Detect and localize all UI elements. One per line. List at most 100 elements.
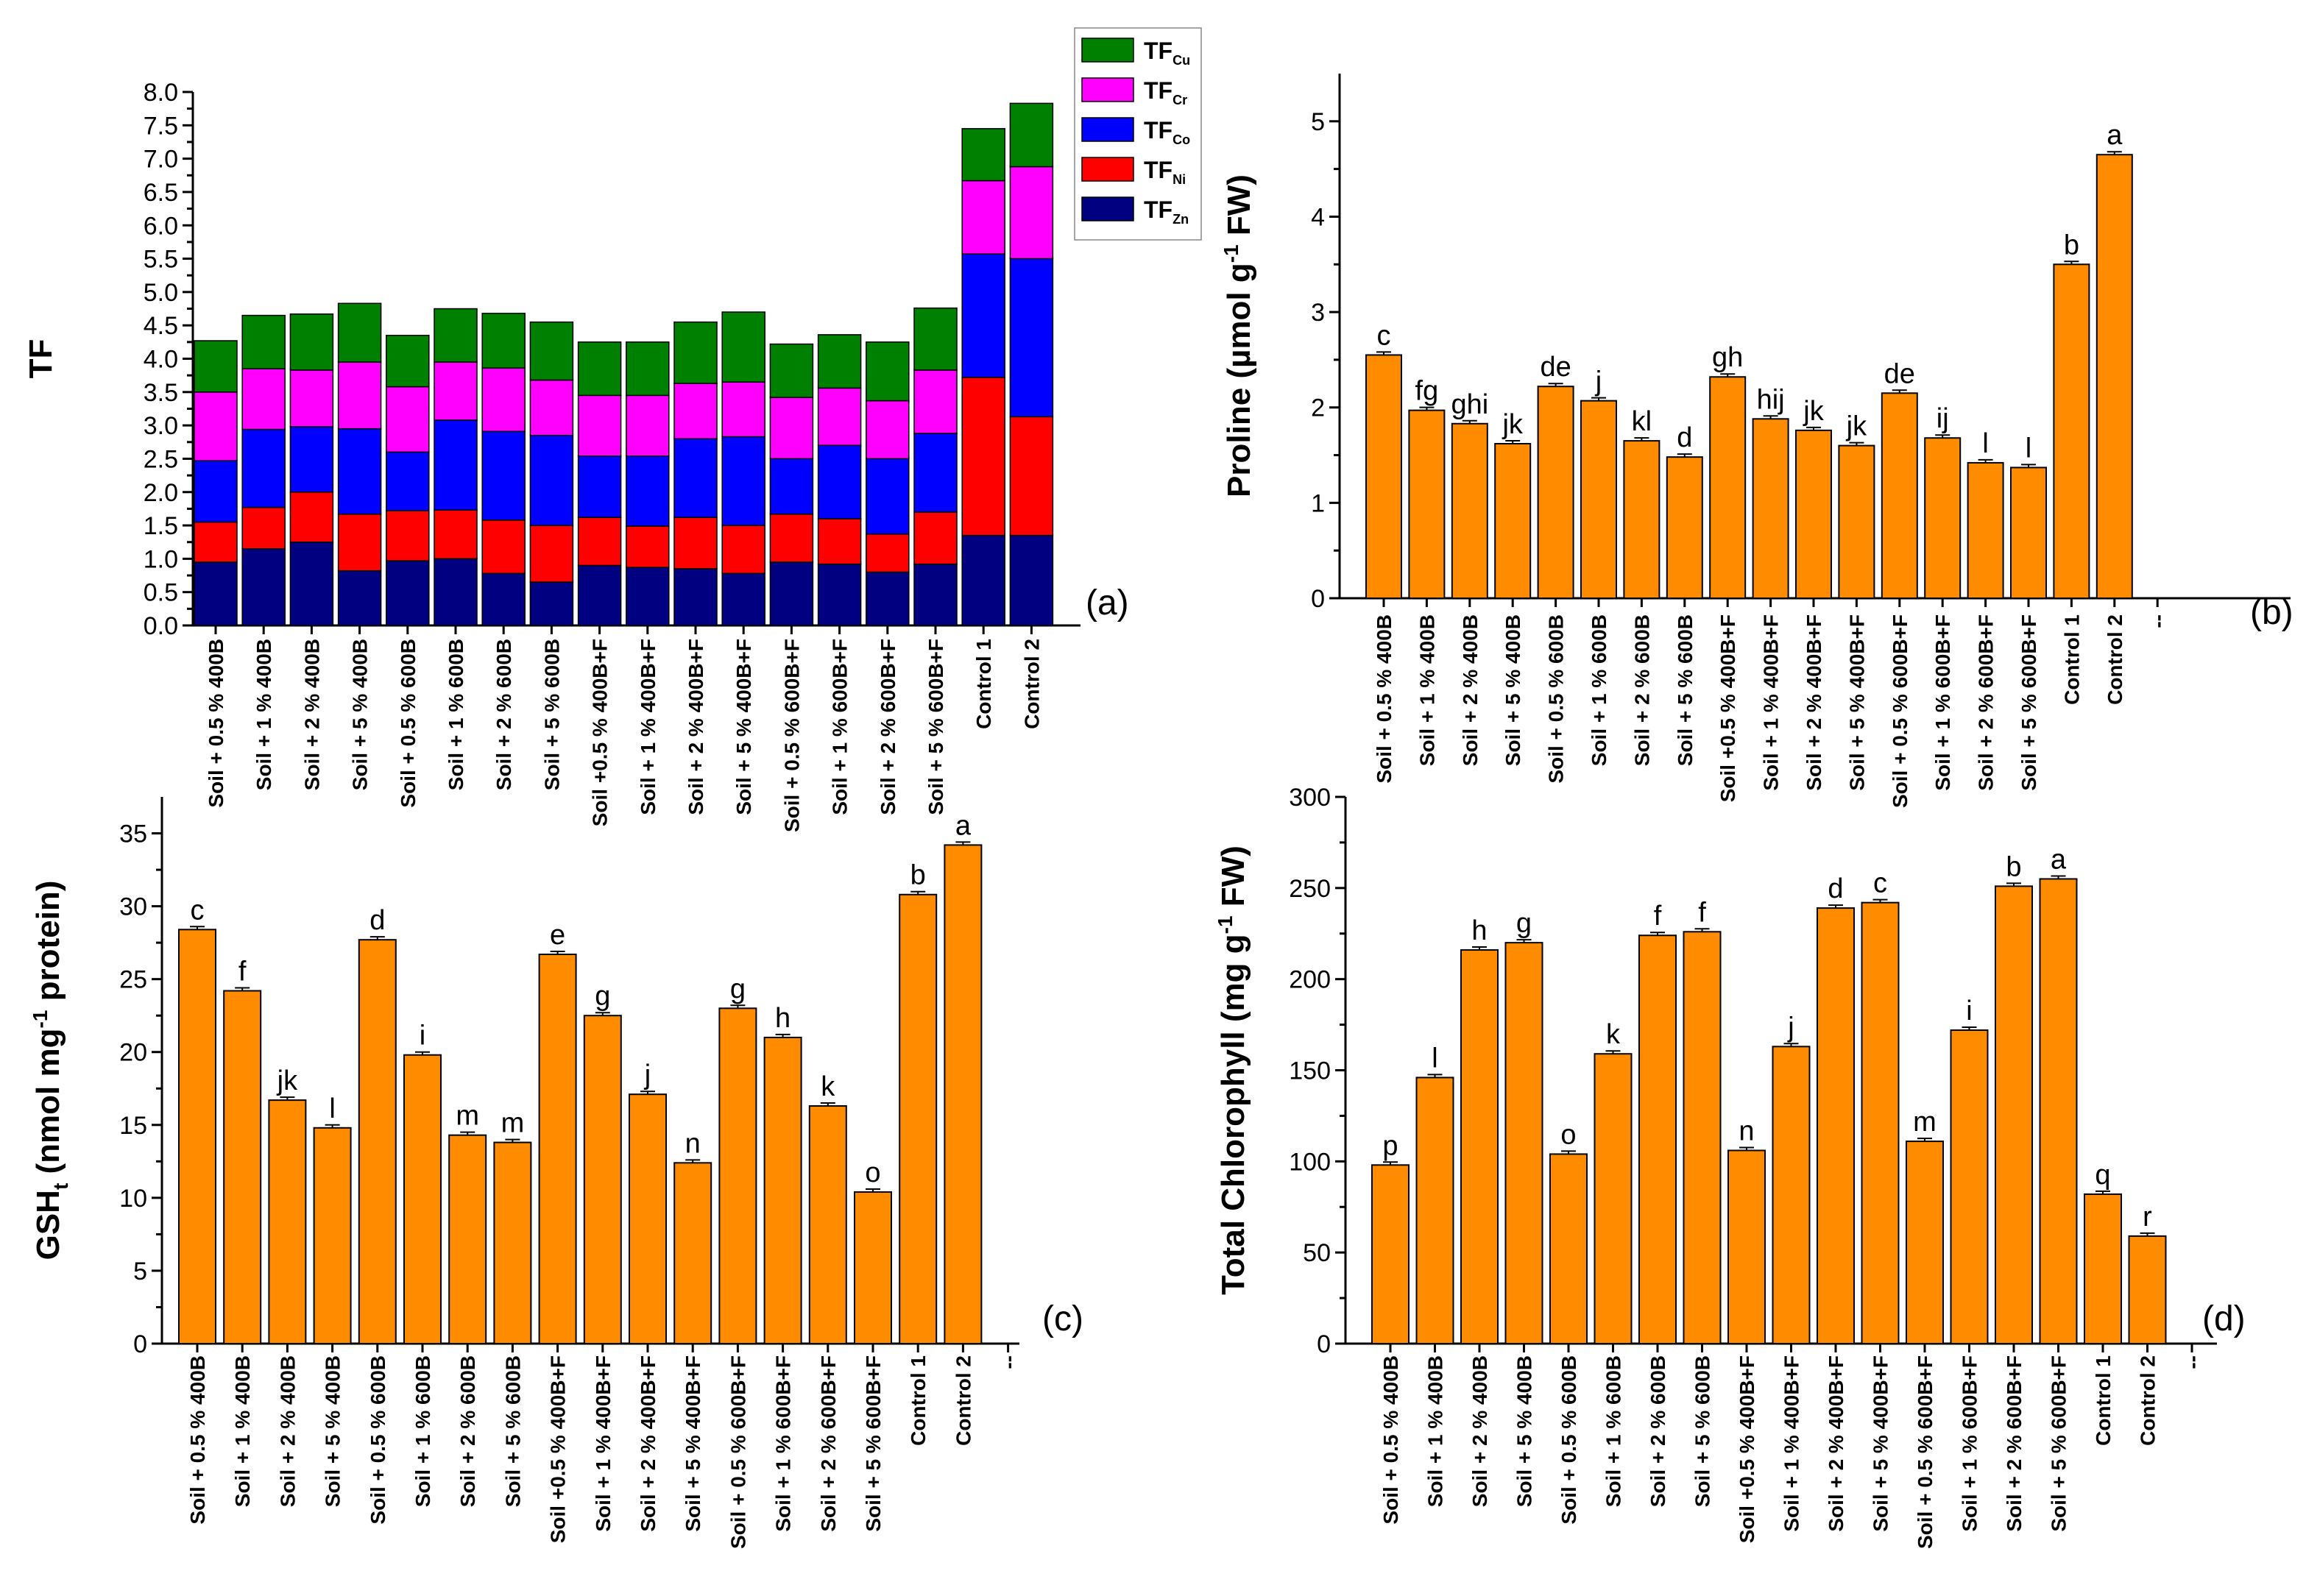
significance-letter: jk <box>1502 409 1523 440</box>
significance-letter: f <box>238 957 247 987</box>
y-tick-label: 6.0 <box>144 212 178 240</box>
significance-letter: m <box>1913 1107 1937 1138</box>
x-tick-label: Soil + 1 % 600B <box>1602 1355 1625 1507</box>
bar <box>1504 942 1543 1344</box>
bar-segment-ni <box>289 492 334 543</box>
y-tick-label: 5 <box>1311 108 1325 136</box>
y-tick-label: 7.0 <box>144 146 178 174</box>
x-tick-label: Control 2 <box>2104 614 2126 705</box>
bar-segment-ni <box>913 511 958 565</box>
x-tick-label: Soil + 5 % 600B+F <box>924 639 947 815</box>
x-tick-label: Soil + 2 % 600B <box>1647 1355 1669 1507</box>
bar <box>1623 440 1660 599</box>
bar-segment-cr <box>529 379 574 436</box>
x-tick-label: Soil + 0.5 % 600B <box>1545 614 1568 784</box>
x-tick-label: Soil + 2 % 600B+F <box>817 1355 840 1532</box>
x-tick-label: Soil + 1 % 600B <box>411 1355 434 1507</box>
x-tick-label: Soil + 1 % 400B <box>1424 1355 1447 1507</box>
bar <box>1967 461 2004 600</box>
bar <box>1365 354 1402 599</box>
bar <box>944 844 983 1345</box>
significance-letter: h <box>775 1003 791 1034</box>
bar <box>1666 456 1703 599</box>
bar-segment-cr <box>289 369 334 428</box>
significance-letter: g <box>730 973 746 1004</box>
bar <box>493 1141 532 1345</box>
x-tick-label: Soil + 1 % 400B <box>1415 614 1438 766</box>
x-tick-label: Soil + 0.5 % 400B <box>1373 614 1396 784</box>
bar-segment-cr <box>434 361 478 421</box>
bar-segment-zn <box>481 572 526 626</box>
bar-segment-ni <box>386 510 430 561</box>
bar-segment-zn <box>769 561 814 626</box>
y-tick-label: 5 <box>133 1258 147 1285</box>
bar-segment-ni <box>529 525 574 583</box>
y-tick-label: 5.0 <box>144 279 178 307</box>
bar-segment-co <box>194 460 238 523</box>
significance-letter: l <box>329 1093 335 1124</box>
bar-segment-cu <box>289 313 334 371</box>
y-tick-label: 35 <box>119 820 147 848</box>
bar-segment-cr <box>769 397 814 460</box>
significance-letter: d <box>1828 873 1843 904</box>
y-tick-label: 2.0 <box>144 479 178 507</box>
x-tick-label: Soil + 0.5 % 600B+F <box>780 639 803 832</box>
y-tick-label: 2 <box>1311 394 1325 422</box>
x-tick-label: Control 2 <box>1020 639 1043 729</box>
bar <box>1549 1153 1588 1344</box>
bar <box>2010 467 2047 600</box>
bar-segment-co <box>386 451 430 511</box>
bar-segment-zn <box>673 568 718 626</box>
bar-segment-co <box>1009 258 1054 418</box>
bar-segment-cu <box>626 341 670 397</box>
x-tick-label: Soil + 5 % 400B+F <box>732 639 755 815</box>
x-tick-label: -- <box>2181 1355 2204 1369</box>
bar-segment-cu <box>673 321 718 384</box>
significance-letter: fg <box>1415 376 1439 407</box>
x-tick-label: Soil + 1 % 400B+F <box>1780 1355 1803 1532</box>
bar-segment-co <box>961 253 1005 378</box>
y-tick-label: 10 <box>119 1185 147 1213</box>
significance-letter: c <box>1377 320 1391 351</box>
bar-segment-ni <box>481 519 526 575</box>
bar-segment-ni <box>866 533 910 573</box>
y-tick-label: 1 <box>1311 489 1325 517</box>
bar <box>268 1099 307 1344</box>
x-tick-label: Soil + 2 % 600B <box>1630 614 1653 766</box>
bar-segment-co <box>673 438 718 518</box>
bar <box>1638 934 1677 1344</box>
significance-letter: de <box>1884 358 1915 389</box>
significance-letter: e <box>550 920 565 951</box>
significance-letter: a <box>955 810 972 841</box>
significance-letter: n <box>685 1128 701 1159</box>
bar-segment-cr <box>577 394 622 457</box>
x-tick-label: Soil + 2 % 400B <box>276 1355 299 1507</box>
significance-letter: jk <box>277 1065 298 1096</box>
bar-segment-ni <box>337 513 382 572</box>
bar-segment-ni <box>961 377 1005 536</box>
significance-letter: o <box>865 1157 880 1188</box>
significance-letter: b <box>2006 851 2021 882</box>
y-tick-label: 4.5 <box>144 312 178 340</box>
bar-segment-cr <box>1009 166 1054 260</box>
x-tick-label: Soil + 2 % 400B <box>1459 614 1482 766</box>
y-tick-label: 6.5 <box>144 179 178 207</box>
bar-segment-cr <box>386 386 430 453</box>
significance-letter: k <box>821 1071 835 1102</box>
x-tick-label: Control 2 <box>952 1355 975 1446</box>
x-tick-label: Soil + 0.5 % 600B <box>367 1355 389 1525</box>
bar-segment-zn <box>961 534 1005 626</box>
bar <box>1950 1029 1989 1344</box>
bar-segment-cr <box>626 394 670 457</box>
x-tick-label: Soil + 1 % 600B <box>445 639 467 790</box>
x-tick-label: Soil +0.5 % 400B+F <box>1736 1355 1758 1543</box>
x-tick-label: Soil + 0.5 % 600B <box>397 639 420 808</box>
bar-segment-zn <box>866 571 910 626</box>
bar-segment-cu <box>769 343 814 398</box>
x-tick-label: Soil + 5 % 400B <box>322 1355 344 1507</box>
y-tick-label: 30 <box>119 893 147 921</box>
bar <box>1906 1141 1944 1344</box>
bar-segment-cu <box>194 340 238 393</box>
x-tick-label: Soil + 5 % 400B+F <box>682 1355 704 1532</box>
